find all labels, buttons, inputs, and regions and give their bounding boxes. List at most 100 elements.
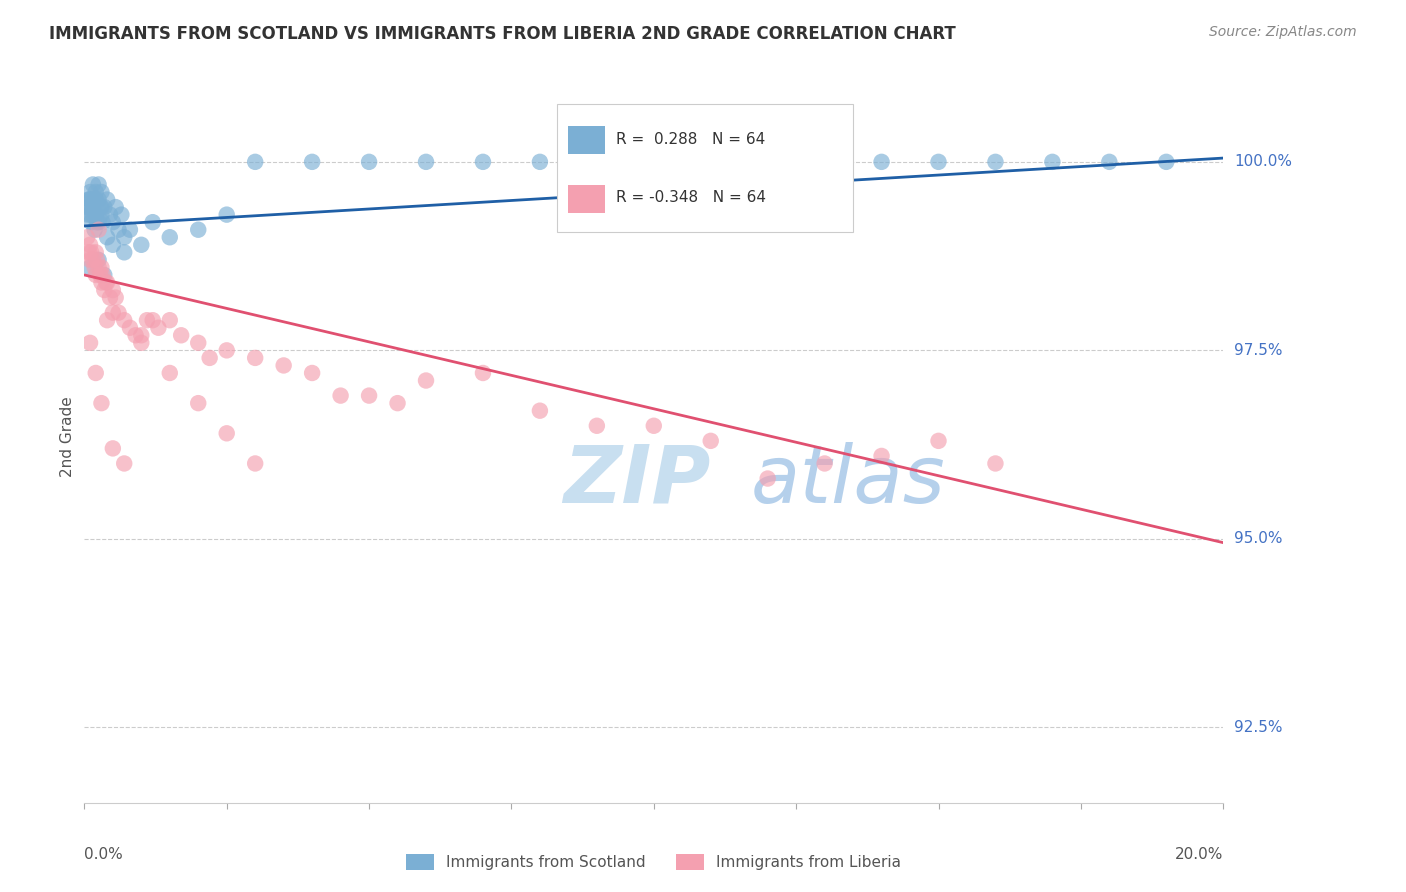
Point — [90, 276, 112, 290]
Point — [94, 276, 117, 290]
Point — [148, 320, 170, 334]
Text: R = -0.348   N = 64: R = -0.348 N = 64 — [616, 190, 766, 205]
Text: atlas: atlas — [751, 442, 945, 520]
Point — [83, 260, 105, 275]
Point — [79, 208, 101, 222]
Point — [96, 230, 118, 244]
Point — [87, 178, 110, 192]
Point — [112, 313, 135, 327]
Point — [84, 185, 107, 199]
Y-axis label: 2nd Grade: 2nd Grade — [60, 397, 75, 477]
Point — [159, 230, 181, 244]
Point — [87, 193, 110, 207]
Point — [91, 268, 114, 282]
Point — [118, 320, 141, 334]
Point — [187, 223, 209, 237]
Point — [643, 418, 665, 433]
Point — [159, 366, 181, 380]
Point — [84, 268, 107, 282]
Point — [79, 252, 101, 267]
Point — [124, 328, 146, 343]
Point — [80, 245, 103, 260]
Point — [87, 223, 110, 237]
Point — [1042, 154, 1064, 169]
Point — [870, 449, 893, 463]
Text: 20.0%: 20.0% — [1175, 847, 1223, 862]
Point — [80, 193, 103, 207]
Point — [112, 245, 135, 260]
Point — [98, 208, 121, 222]
Point — [84, 193, 107, 207]
Point — [77, 193, 100, 207]
Point — [84, 245, 107, 260]
Text: 95.0%: 95.0% — [1234, 532, 1282, 547]
Point — [82, 252, 104, 267]
Point — [87, 252, 110, 267]
Point — [387, 396, 409, 410]
Point — [79, 335, 101, 350]
Point — [586, 154, 609, 169]
Point — [112, 230, 135, 244]
Point — [93, 268, 115, 282]
Point — [96, 276, 118, 290]
Point — [814, 457, 837, 471]
Text: 97.5%: 97.5% — [1234, 343, 1282, 358]
Point — [215, 426, 238, 441]
Point — [82, 208, 104, 222]
Point — [77, 193, 100, 207]
Point — [112, 457, 135, 471]
Point — [756, 154, 779, 169]
Point — [415, 374, 437, 388]
Point — [89, 268, 111, 282]
Point — [101, 283, 124, 297]
Point — [215, 208, 238, 222]
Point — [101, 237, 124, 252]
Text: IMMIGRANTS FROM SCOTLAND VS IMMIGRANTS FROM LIBERIA 2ND GRADE CORRELATION CHART: IMMIGRANTS FROM SCOTLAND VS IMMIGRANTS F… — [49, 25, 956, 43]
Point — [142, 313, 165, 327]
Legend: Immigrants from Scotland, Immigrants from Liberia: Immigrants from Scotland, Immigrants fro… — [401, 847, 907, 876]
Text: ZIP: ZIP — [562, 442, 710, 520]
Text: 92.5%: 92.5% — [1234, 720, 1282, 735]
Point — [79, 237, 101, 252]
Point — [76, 208, 98, 222]
Point — [98, 291, 121, 305]
Point — [131, 335, 153, 350]
Point — [79, 200, 101, 214]
Point — [870, 154, 893, 169]
Point — [273, 359, 295, 373]
Point — [79, 260, 101, 275]
Point — [245, 154, 267, 169]
Point — [107, 223, 129, 237]
Point — [984, 457, 1007, 471]
Point — [928, 434, 950, 448]
Point — [329, 389, 352, 403]
Point — [86, 215, 108, 229]
Point — [245, 457, 267, 471]
Point — [170, 328, 193, 343]
Point — [96, 193, 118, 207]
FancyBboxPatch shape — [557, 104, 853, 232]
Point — [118, 223, 141, 237]
Point — [84, 208, 107, 222]
Point — [756, 471, 779, 485]
Point — [187, 335, 209, 350]
Point — [84, 366, 107, 380]
Point — [96, 313, 118, 327]
Point — [643, 154, 665, 169]
Point — [87, 215, 110, 229]
Point — [215, 343, 238, 358]
Point — [928, 154, 950, 169]
Point — [301, 154, 323, 169]
Point — [187, 396, 209, 410]
Point — [104, 200, 127, 214]
Point — [90, 208, 112, 222]
Point — [131, 328, 153, 343]
Point — [86, 252, 108, 267]
Point — [529, 403, 551, 417]
Point — [90, 185, 112, 199]
Point — [77, 245, 100, 260]
Point — [131, 237, 153, 252]
Point — [142, 215, 165, 229]
Point — [87, 260, 110, 275]
Point — [76, 200, 98, 214]
